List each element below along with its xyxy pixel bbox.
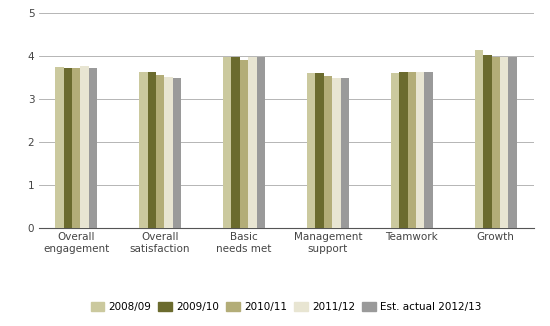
Bar <box>508 57 516 228</box>
Bar <box>223 57 232 228</box>
Bar <box>64 68 72 228</box>
Bar <box>500 57 508 228</box>
Bar <box>72 68 80 228</box>
Bar <box>80 67 89 228</box>
Bar <box>173 78 181 228</box>
Bar <box>257 57 265 228</box>
Bar <box>56 67 64 228</box>
Bar <box>147 72 156 228</box>
Bar <box>307 73 315 228</box>
Bar <box>399 72 408 228</box>
Legend: 2008/09, 2009/10, 2010/11, 2011/12, Est. actual 2012/13: 2008/09, 2009/10, 2010/11, 2011/12, Est.… <box>86 298 486 316</box>
Bar <box>475 50 483 228</box>
Bar <box>416 72 425 228</box>
Bar <box>425 72 433 228</box>
Bar <box>324 76 332 228</box>
Bar <box>156 75 164 228</box>
Bar <box>248 57 257 228</box>
Bar <box>240 60 248 228</box>
Bar <box>483 55 492 228</box>
Bar <box>340 78 349 228</box>
Bar <box>89 68 97 228</box>
Bar <box>492 57 500 228</box>
Bar <box>391 73 399 228</box>
Bar <box>232 57 240 228</box>
Bar <box>332 78 340 228</box>
Bar <box>408 72 416 228</box>
Bar <box>139 72 147 228</box>
Bar <box>164 77 173 228</box>
Bar <box>315 73 324 228</box>
